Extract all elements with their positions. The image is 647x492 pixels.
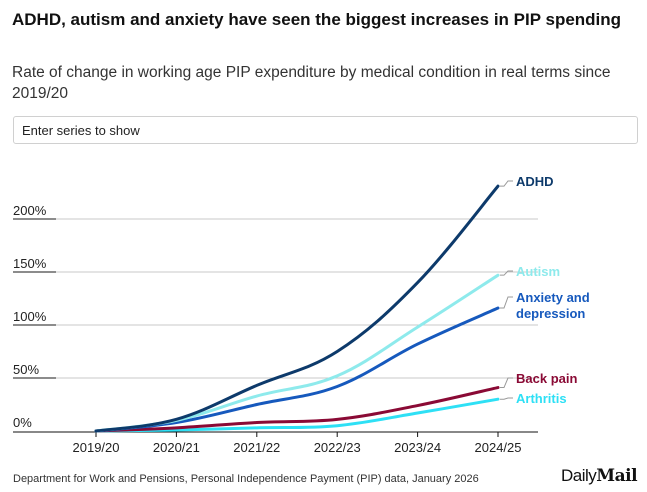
logo-daily: Daily	[561, 466, 597, 485]
x-tick-label: 2023/24	[394, 440, 441, 455]
series-label-autism: Autism	[516, 264, 560, 279]
daily-mail-logo: DailyMail	[561, 466, 638, 486]
series-line-arthritis	[94, 397, 500, 433]
label-connector-anxiety-and-depression	[500, 296, 513, 309]
label-connector-autism	[500, 270, 513, 276]
logo-mail: Mail	[596, 466, 638, 486]
series-search-input[interactable]	[13, 116, 638, 144]
chart-title: ADHD, autism and anxiety have seen the b…	[12, 10, 622, 29]
y-tick-label: 150%	[13, 256, 47, 271]
series-label-back-pain: Back pain	[516, 371, 577, 386]
y-tick-label: 200%	[13, 203, 47, 218]
series-line-autism	[94, 273, 500, 433]
chart-subtitle: Rate of change in working age PIP expend…	[12, 64, 611, 102]
series-lines	[94, 184, 500, 433]
y-tick-label: 50%	[13, 362, 39, 377]
label-connector-adhd	[500, 180, 513, 187]
x-tick-label: 2024/25	[475, 440, 522, 455]
y-tick-label: 0%	[13, 415, 32, 430]
x-tick-label: 2020/21	[153, 440, 200, 455]
series-label-anxiety-and-depression: depression	[516, 306, 585, 321]
series-label-arthritis: Arthritis	[516, 391, 567, 406]
x-axis: 2019/20 2020/21 2021/22 2022/23 2023/24 2024/…	[13, 431, 538, 455]
y-tick-label: 100%	[13, 309, 47, 324]
series-line-anxiety-and-depression	[94, 306, 500, 433]
series-label-adhd: ADHD	[516, 174, 554, 189]
series-line-adhd	[94, 184, 500, 433]
label-connector-arthritis	[500, 397, 513, 400]
x-tick-label: 2021/22	[233, 440, 280, 455]
x-tick-label: 2019/20	[73, 440, 120, 455]
line-chart: 0%50%100%150%200% 2019/20 2020/21 2021/22 2…	[13, 174, 590, 455]
series-line-back-pain	[94, 386, 500, 433]
series-label-anxiety-and-depression: Anxiety and	[516, 290, 590, 305]
source-note: Department for Work and Pensions, Person…	[13, 473, 479, 485]
x-tick-label: 2022/23	[314, 440, 361, 455]
label-connector-back-pain	[500, 377, 513, 389]
